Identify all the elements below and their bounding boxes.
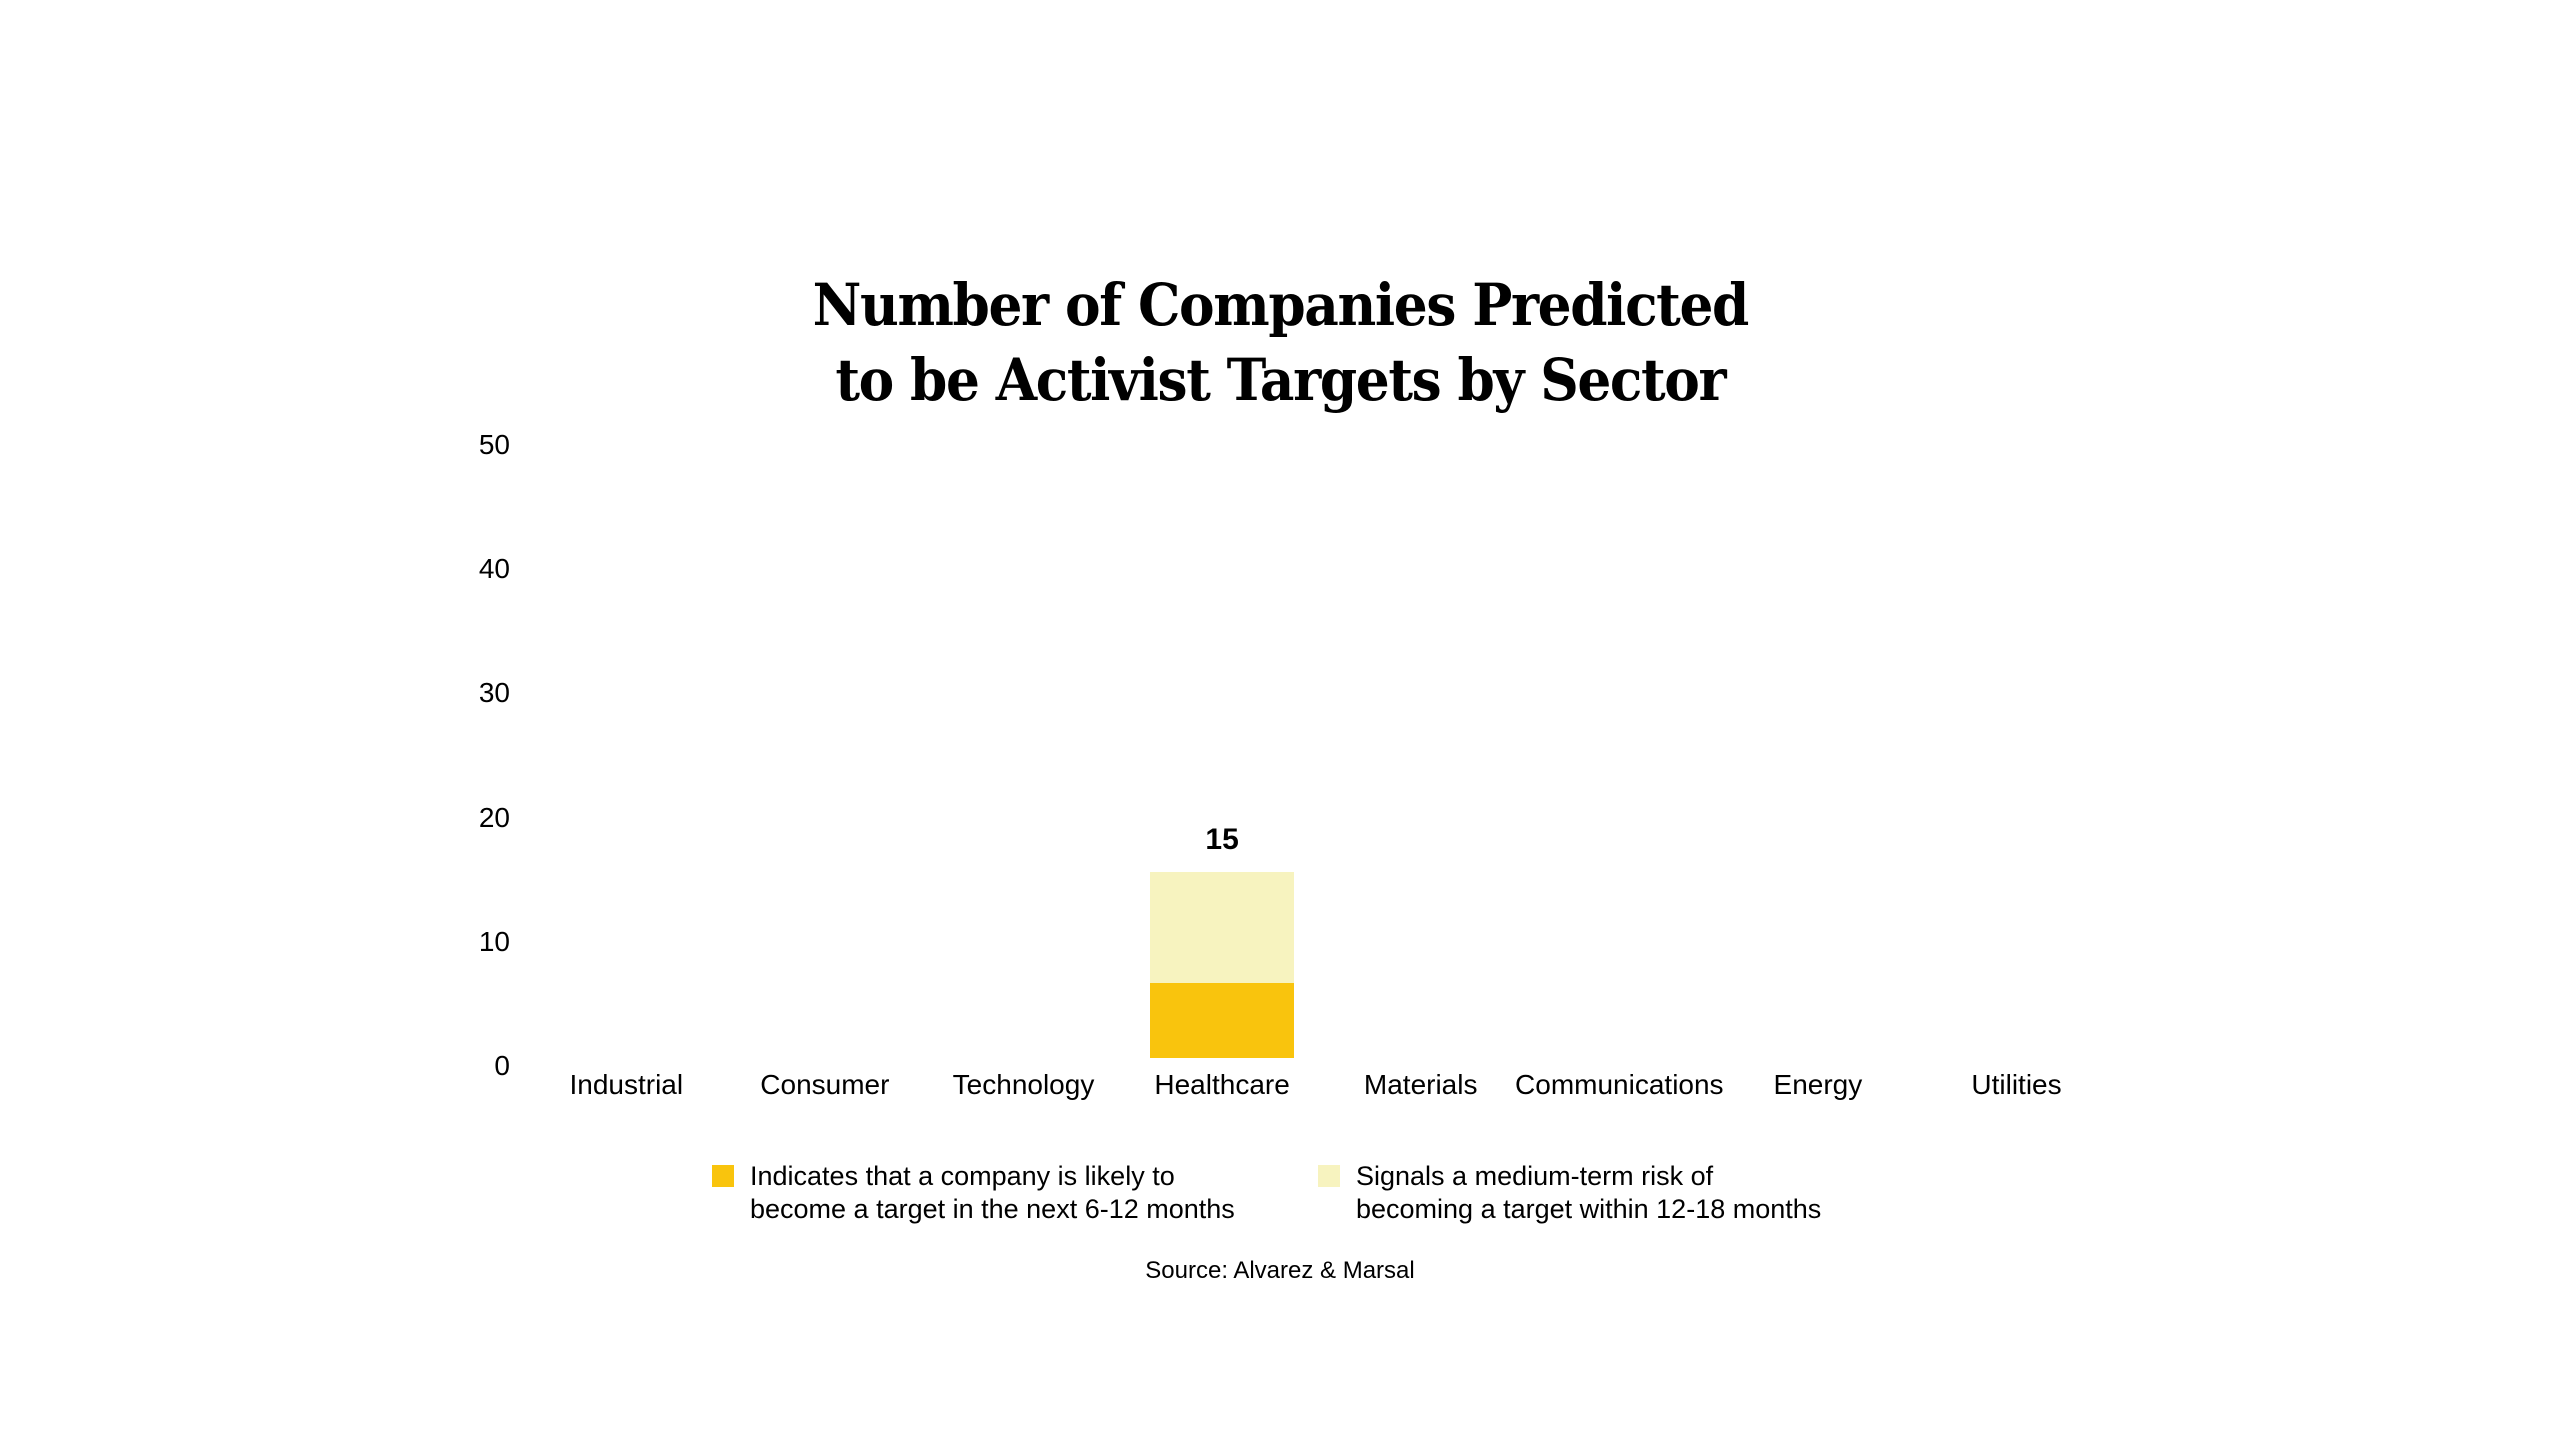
legend-label-near-term: Indicates that a company is likely to bec… [750,1160,1235,1226]
chart-title-line1: Number of Companies Predicted [812,271,1749,339]
y-tick-label-30: 30 [478,677,510,709]
x-axis-label-materials: Materials [1363,1069,1478,1100]
x-axis-label-communications: Communications [1515,1069,1724,1100]
legend-swatch-near-term [712,1165,734,1187]
legend-swatch-medium-term [1318,1165,1340,1187]
legend-label-line: becoming a target within 12-18 months [1356,1194,1822,1224]
legend-label-line: Signals a medium-term risk of [1356,1161,1714,1191]
x-axis-label-consumer: Consumer [760,1069,890,1100]
y-tick-label-50: 50 [478,429,510,460]
y-tick-label-10: 10 [478,925,510,957]
legend-item-near-term: Indicates that a company is likely to bec… [712,1160,1235,1226]
legend-label-line: Indicates that a company is likely to [750,1161,1175,1191]
bar-total-label: 15 [1205,822,1239,856]
chart-title-line2: to be Activist Targets by Sector [835,346,1726,414]
source-note: Source: Alvarez & Marsal [1145,1257,1415,1284]
x-axis-label-technology: Technology [952,1069,1095,1100]
legend-item-medium-term: Signals a medium-term risk of becoming a … [1318,1160,1821,1226]
legend-label-medium-term: Signals a medium-term risk of becoming a … [1356,1160,1821,1226]
y-tick-label-0: 0 [494,1050,510,1081]
chart-title: Number of Companies Predicted to be Acti… [0,268,2560,418]
x-axis-label-healthcare: Healthcare [1154,1069,1290,1100]
legend-label-line: become a target in the next 6-12 months [750,1194,1235,1224]
x-axis-label-utilities: Utilities [1971,1069,2062,1100]
bar-segment-medium-term [1150,871,1295,984]
bar-segment-near-term [1150,983,1295,1058]
y-tick-label-40: 40 [478,553,510,585]
chart-title-text: Number of Companies Predicted to be Acti… [812,268,1749,418]
y-tick-label-20: 20 [478,801,510,833]
x-axis-label-energy: Energy [1773,1069,1863,1100]
x-axis-label-industrial: Industrial [569,1069,684,1100]
